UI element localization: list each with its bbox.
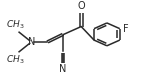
Text: $\it{CH_3}$: $\it{CH_3}$ <box>6 18 24 31</box>
Text: N: N <box>28 37 36 47</box>
Text: O: O <box>78 1 85 11</box>
Text: $\it{CH_3}$: $\it{CH_3}$ <box>6 53 24 66</box>
Text: N: N <box>59 64 67 74</box>
Text: F: F <box>123 24 128 34</box>
